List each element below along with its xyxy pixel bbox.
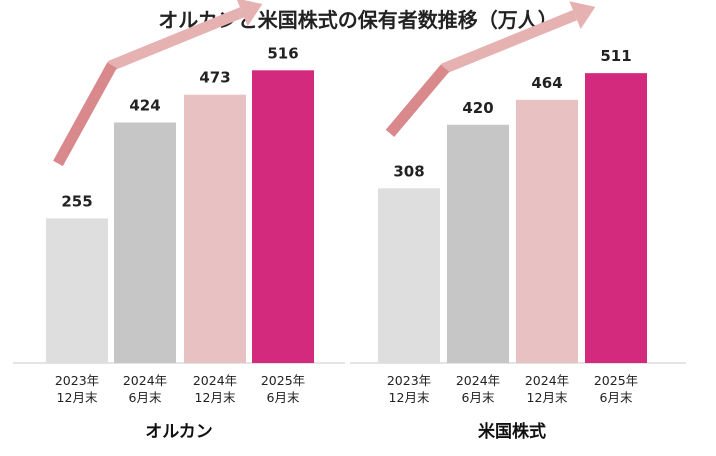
us-stock-bar	[516, 99, 578, 364]
us-stock-tick-label-month: 12月末	[527, 390, 568, 405]
us-stock-tick-label-month: 6月末	[462, 390, 495, 405]
orukan-chart-title: オルカン	[145, 422, 213, 442]
orukan-tick-label-year: 2025年	[261, 373, 305, 388]
us-stock-bar	[447, 124, 509, 363]
us-stock-tick-label-month: 12月末	[389, 390, 430, 405]
orukan-value-label: 424	[129, 96, 160, 114]
orukan-bar	[46, 218, 108, 363]
orukan-bar	[114, 122, 176, 363]
orukan-tick-label-month: 12月末	[57, 390, 98, 405]
us-stock-bar	[378, 188, 440, 363]
us-stock-value-label: 420	[462, 99, 493, 117]
orukan-bar	[184, 94, 246, 363]
us-stock-tick-label-year: 2023年	[387, 373, 431, 388]
orukan-growth-arrowhead	[236, 0, 263, 27]
orukan-bar	[252, 70, 314, 363]
orukan-tick-label-year: 2024年	[193, 373, 237, 388]
orukan-value-label: 255	[61, 192, 92, 210]
orukan-tick-label-month: 6月末	[267, 390, 300, 405]
us-stock-tick-label-year: 2024年	[456, 373, 500, 388]
us-stock-growth-arrow-tail	[385, 64, 450, 137]
orukan-tick-label-year: 2024年	[123, 373, 167, 388]
orukan-growth-arrow-tail	[53, 62, 117, 167]
orukan-tick-label-month: 12月末	[195, 390, 236, 405]
orukan-value-label: 473	[199, 69, 230, 87]
us-stock-chart-title: 米国株式	[478, 421, 546, 442]
us-stock-value-label: 308	[393, 162, 424, 180]
us-stock-tick-label-year: 2024年	[525, 373, 569, 388]
us-stock-value-label: 464	[531, 74, 562, 92]
orukan-tick-label-month: 6月末	[129, 390, 162, 405]
us-stock-tick-label-year: 2025年	[594, 373, 638, 388]
orukan-value-label: 516	[267, 44, 298, 62]
us-stock-value-label: 511	[600, 47, 631, 65]
orukan-tick-label-year: 2023年	[55, 373, 99, 388]
us-stock-bar	[585, 73, 647, 364]
us-stock-tick-label-month: 6月末	[600, 390, 633, 405]
us-stock-growth-arrowhead	[569, 1, 596, 30]
